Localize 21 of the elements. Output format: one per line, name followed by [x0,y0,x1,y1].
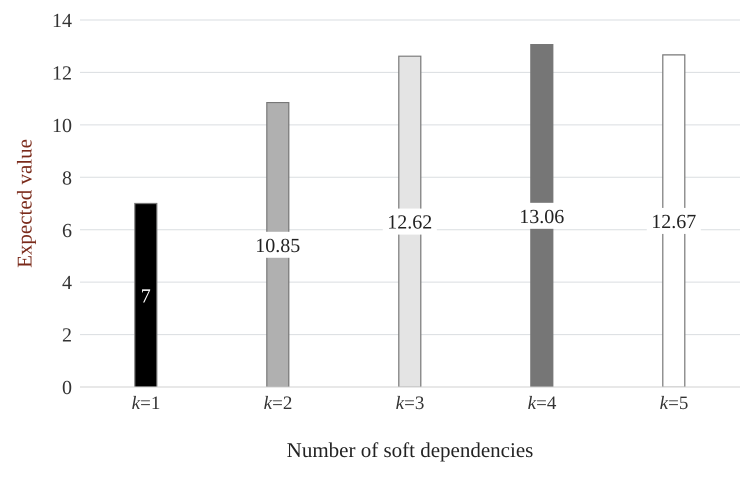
data-label: 12.62 [387,212,432,234]
data-label: 13.06 [519,206,564,228]
data-label: 7 [140,285,151,308]
x-tick-label: k=3 [396,393,424,414]
y-tick-label: 12 [52,62,72,85]
y-tick-label: 14 [52,10,72,32]
x-tick-label: k=5 [660,393,688,414]
data-label: 12.67 [651,210,696,233]
data-label: 10.85 [255,234,300,257]
x-axis-title: Number of soft dependencies [286,438,534,462]
y-tick-label: 4 [62,272,72,294]
bar [134,202,158,387]
x-tick-label: k=4 [528,393,557,414]
y-tick-label: 10 [52,114,72,137]
x-tick-label: k=1 [132,393,160,414]
y-tick-label: 8 [62,167,72,190]
y-tick-label: 0 [62,377,72,400]
y-tick-label: 6 [62,220,72,242]
x-tick-label: k=2 [264,393,292,414]
y-tick-label: 2 [62,324,72,347]
y-axis-title: Expected value [12,139,36,268]
